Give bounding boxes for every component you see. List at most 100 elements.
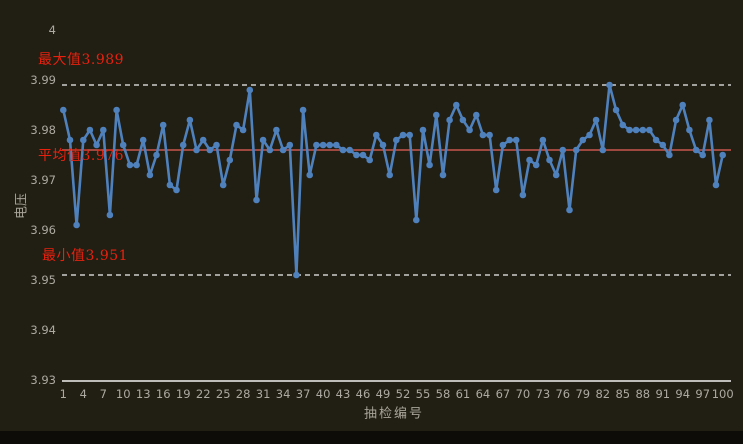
data-point <box>433 111 440 119</box>
annotation-min-value: 最小值3.951 <box>42 248 129 264</box>
data-point <box>446 116 453 124</box>
data-point <box>566 206 573 214</box>
data-point <box>712 181 720 189</box>
y-tick-label: 3.98 <box>30 123 56 137</box>
data-point <box>719 151 726 159</box>
x-tick-label: 70 <box>516 387 531 401</box>
data-point <box>73 221 80 229</box>
x-tick-label: 82 <box>595 387 610 401</box>
data-point <box>286 141 294 149</box>
x-tick-label: 10 <box>116 387 131 401</box>
x-tick-label: 91 <box>655 387 670 401</box>
x-tick-label: 58 <box>436 387 451 401</box>
data-point <box>153 151 160 159</box>
data-point <box>266 146 274 154</box>
x-tick-label: 19 <box>176 387 191 401</box>
data-point <box>659 141 667 149</box>
data-point <box>246 86 254 94</box>
data-point <box>546 156 553 164</box>
data-point <box>193 146 200 154</box>
data-point <box>166 181 174 189</box>
data-point <box>319 141 327 149</box>
data-point <box>299 106 307 114</box>
x-tick-label: 34 <box>276 387 291 401</box>
data-point <box>552 171 560 179</box>
x-tick-label: 52 <box>396 387 411 401</box>
data-point <box>619 121 627 129</box>
x-tick-label: 43 <box>336 387 351 401</box>
data-point <box>359 151 367 159</box>
x-tick-label: 13 <box>136 387 151 401</box>
data-point <box>373 131 380 139</box>
data-point <box>206 146 214 154</box>
data-point <box>652 136 660 144</box>
data-point <box>599 146 607 154</box>
data-point <box>519 191 527 199</box>
data-point <box>239 126 247 134</box>
data-point <box>426 161 433 169</box>
data-point <box>706 116 713 124</box>
annotation-max-value: 最大值3.989 <box>38 52 125 68</box>
data-point <box>293 271 300 279</box>
data-point <box>626 126 633 134</box>
y-tick-label: 3.96 <box>30 223 56 237</box>
data-point <box>453 101 460 109</box>
data-point <box>259 136 267 144</box>
data-point <box>579 136 587 144</box>
x-tick-label: 76 <box>555 387 570 401</box>
data-point <box>86 126 94 134</box>
data-point <box>379 141 387 149</box>
data-point <box>353 151 360 159</box>
x-tick-label: 67 <box>496 387 511 401</box>
data-point <box>179 141 187 149</box>
data-point <box>606 81 613 89</box>
x-tick-label: 94 <box>675 387 690 401</box>
data-point <box>106 211 114 219</box>
x-tick-label: 1 <box>60 387 67 401</box>
data-point <box>66 136 74 144</box>
data-point <box>213 141 220 149</box>
x-tick-label: 73 <box>536 387 551 401</box>
y-axis-title: 电压 <box>14 192 30 220</box>
data-point <box>339 146 347 154</box>
data-point <box>572 146 580 154</box>
data-point <box>306 171 314 179</box>
x-axis-title: 抽检编号 <box>363 406 425 422</box>
data-point <box>439 171 447 179</box>
data-point <box>273 126 280 134</box>
data-point <box>199 136 207 144</box>
data-point <box>686 126 693 134</box>
data-point <box>146 171 154 179</box>
data-point <box>226 156 234 164</box>
data-point <box>646 126 653 134</box>
y-tick-label: 3.99 <box>30 73 56 87</box>
data-point <box>393 136 400 144</box>
data-point <box>413 216 420 224</box>
data-point <box>346 146 354 154</box>
x-tick-label: 61 <box>456 387 471 401</box>
data-point <box>486 131 493 139</box>
bottom-edge-bar <box>0 431 743 444</box>
data-point <box>253 196 260 204</box>
data-point <box>399 131 407 139</box>
data-point <box>159 121 167 129</box>
data-point <box>100 126 107 134</box>
data-point <box>539 136 547 144</box>
data-point <box>459 116 467 124</box>
data-point <box>499 141 507 149</box>
x-tick-label: 25 <box>216 387 231 401</box>
data-point <box>333 141 340 149</box>
y-tick-label: 3.95 <box>30 273 56 287</box>
x-tick-label: 88 <box>635 387 650 401</box>
data-point <box>632 126 640 134</box>
x-tick-label: 79 <box>575 387 590 401</box>
y-tick-label: 3.97 <box>30 173 56 187</box>
data-point <box>492 186 500 194</box>
data-point <box>672 116 680 124</box>
data-point <box>532 161 540 169</box>
data-point <box>173 186 180 194</box>
x-tick-label: 64 <box>476 387 491 401</box>
data-point <box>699 151 706 159</box>
data-point <box>679 101 686 109</box>
